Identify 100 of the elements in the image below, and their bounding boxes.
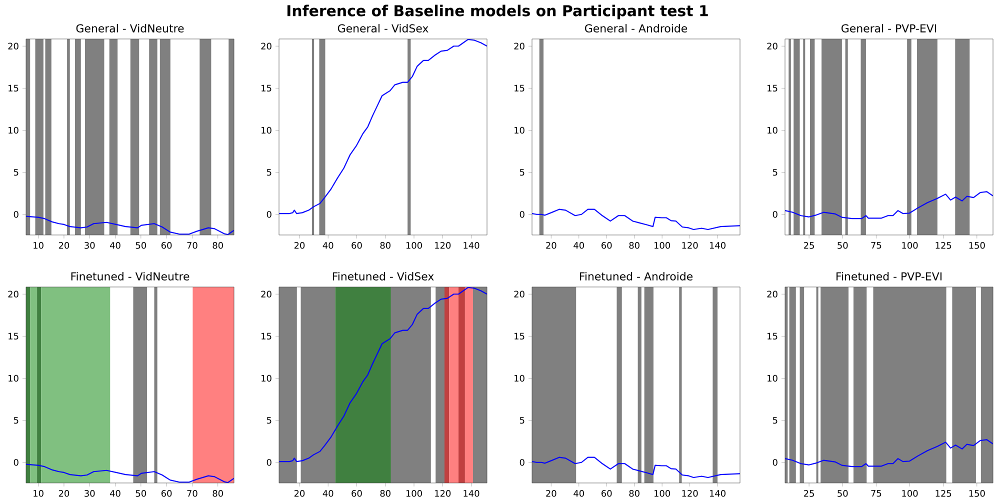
x-tick-label: 40 <box>110 490 120 497</box>
x-tick-label: 20 <box>546 490 556 497</box>
x-tick-label: 125 <box>936 490 952 497</box>
line-series <box>279 286 488 462</box>
chart-title: Finetuned - PVP-EVI <box>836 272 942 280</box>
x-tick-label: 20 <box>294 490 305 497</box>
y-tick-label: 15 <box>262 332 272 340</box>
line-series <box>785 191 994 220</box>
y-tick-label: 5 <box>266 416 272 424</box>
x-tick-label: 140 <box>464 490 480 497</box>
line-series <box>785 439 994 468</box>
y-tick-label: 15 <box>514 84 524 92</box>
y-tick-label: 5 <box>772 416 778 424</box>
chart-title: Finetuned - VidNeutre <box>71 272 190 280</box>
x-tick-label: 40 <box>322 490 334 497</box>
y-tick-label: 0 <box>772 458 778 466</box>
chart-title: General - Androide <box>585 24 688 32</box>
x-tick-label: 100 <box>654 242 670 249</box>
x-tick-label: 80 <box>212 242 223 249</box>
x-tick-label: 40 <box>322 242 334 249</box>
y-tick-label: 0 <box>520 458 524 466</box>
x-tick-label: 100 <box>406 242 422 249</box>
y-tick-label: 20 <box>514 290 524 298</box>
x-tick-label: 75 <box>871 490 882 497</box>
x-tick-label: 30 <box>84 242 95 249</box>
x-tick-label: 10 <box>34 490 44 497</box>
y-tick-label: 5 <box>14 416 18 424</box>
y-tick-label: 20 <box>261 290 272 298</box>
chart-title: General - VidNeutre <box>76 24 184 32</box>
y-tick-label: 0 <box>520 210 524 218</box>
x-tick-label: 150 <box>969 490 985 497</box>
y-tick-label: 0 <box>14 458 18 466</box>
line-series <box>279 38 488 214</box>
x-tick-label: 70 <box>187 490 198 497</box>
x-tick-label: 140 <box>464 242 480 249</box>
line-series <box>532 456 740 478</box>
x-tick-label: 80 <box>629 490 640 497</box>
text: Inference of Baseline models on Participant test 1 <box>287 4 708 20</box>
y-tick-label: 15 <box>8 84 18 92</box>
x-tick-label: 50 <box>136 242 146 249</box>
x-tick-label: 30 <box>84 490 95 497</box>
x-tick-label: 80 <box>212 490 223 497</box>
x-tick-label: 100 <box>902 242 918 249</box>
x-tick-label: 50 <box>136 490 146 497</box>
y-tick-label: 20 <box>261 42 272 50</box>
y-tick-label: 15 <box>768 332 778 340</box>
y-tick-label: 10 <box>514 126 524 134</box>
x-tick-label: 125 <box>936 242 952 249</box>
x-tick-label: 40 <box>574 242 584 249</box>
x-tick-label: 50 <box>838 242 848 249</box>
x-tick-label: 120 <box>682 490 698 497</box>
x-tick-label: 20 <box>58 242 70 249</box>
y-tick-label: 15 <box>768 84 778 92</box>
x-tick-label: 20 <box>294 242 305 249</box>
x-tick-label: 80 <box>380 242 390 249</box>
x-tick-label: 60 <box>352 242 362 249</box>
x-tick-label: 60 <box>602 242 612 249</box>
y-tick-label: 5 <box>14 168 18 176</box>
x-tick-label: 50 <box>838 490 848 497</box>
y-tick-label: 0 <box>266 210 272 218</box>
x-tick-label: 100 <box>902 490 918 497</box>
y-tick-label: 10 <box>8 374 18 382</box>
x-tick-label: 100 <box>654 490 670 497</box>
x-tick-label: 40 <box>110 242 120 249</box>
x-tick-label: 80 <box>380 490 390 497</box>
chart-title: General - PVP-EVI <box>842 24 936 32</box>
y-tick-label: 20 <box>8 290 18 298</box>
y-tick-label: 5 <box>266 168 272 176</box>
y-tick-label: 20 <box>767 290 778 298</box>
x-tick-label: 75 <box>871 242 882 249</box>
chart-title: Finetuned - Androide <box>580 272 693 280</box>
x-tick-label: 60 <box>161 242 172 249</box>
y-tick-label: 0 <box>14 210 18 218</box>
x-tick-label: 10 <box>34 242 44 249</box>
x-tick-label: 120 <box>435 490 451 497</box>
x-tick-label: 60 <box>602 490 612 497</box>
x-tick-label: 70 <box>187 242 198 249</box>
x-tick-label: 60 <box>352 490 362 497</box>
y-tick-label: 20 <box>767 42 778 50</box>
x-tick-label: 150 <box>969 242 985 249</box>
x-tick-label: 100 <box>406 490 422 497</box>
y-tick-label: 15 <box>8 332 18 340</box>
x-tick-label: 40 <box>574 490 584 497</box>
y-tick-label: 10 <box>768 374 778 382</box>
y-tick-label: 10 <box>262 374 272 382</box>
y-tick-label: 5 <box>520 168 524 176</box>
y-tick-label: 15 <box>514 332 524 340</box>
x-tick-label: 80 <box>629 242 640 249</box>
line-series <box>26 216 234 235</box>
x-tick-label: 140 <box>710 490 726 497</box>
y-tick-label: 10 <box>8 126 18 134</box>
x-tick-label: 20 <box>58 490 70 497</box>
y-tick-label: 0 <box>266 458 272 466</box>
x-tick-label: 120 <box>435 242 451 249</box>
y-tick-label: 10 <box>514 374 524 382</box>
x-tick-label: 120 <box>682 242 698 249</box>
y-tick-label: 20 <box>514 42 524 50</box>
y-tick-label: 10 <box>262 126 272 134</box>
x-tick-label: 25 <box>804 242 814 249</box>
y-tick-label: 5 <box>772 168 778 176</box>
